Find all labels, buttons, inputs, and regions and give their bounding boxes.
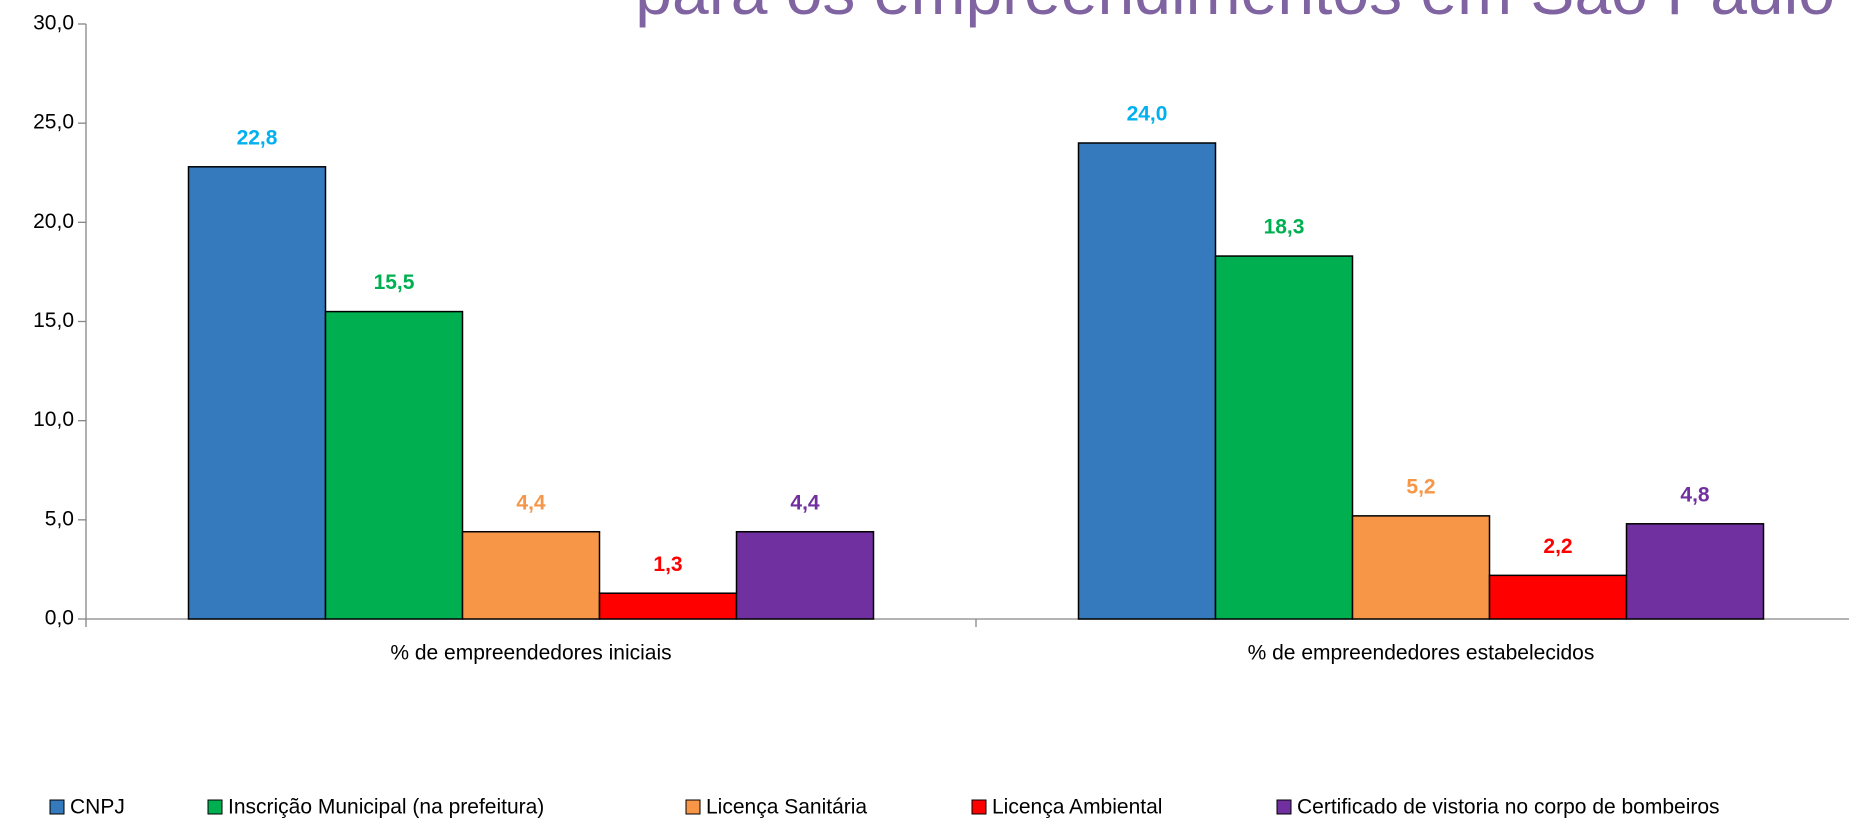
y-tick-label: 15,0 xyxy=(33,309,74,332)
bar xyxy=(187,166,327,620)
y-tick-label: 5,0 xyxy=(45,507,74,530)
value-label: 4,8 xyxy=(1680,483,1710,506)
bar xyxy=(1625,523,1765,620)
bar xyxy=(461,530,601,620)
bar xyxy=(324,310,464,620)
value-label: 15,5 xyxy=(374,271,415,294)
bar xyxy=(598,592,738,620)
value-label: 1,3 xyxy=(653,553,682,576)
legend-label: Inscrição Municipal (na prefeitura) xyxy=(228,796,544,819)
chart-title: para os empreendimentos em São Paulo xyxy=(635,0,1835,28)
x-tick-label: % de empreendedores iniciais xyxy=(390,642,671,665)
value-label: 18,3 xyxy=(1264,216,1305,239)
legend-label: CNPJ xyxy=(70,796,125,819)
value-label: 4,4 xyxy=(516,491,546,514)
legend-swatch xyxy=(971,799,987,815)
y-tick-label: 30,0 xyxy=(33,12,74,35)
value-label: 2,2 xyxy=(1543,535,1572,558)
legend-label: Licença Ambiental xyxy=(992,796,1162,819)
bar xyxy=(1488,574,1628,620)
y-tick-label: 25,0 xyxy=(33,111,74,134)
y-tick-label: 10,0 xyxy=(33,408,74,431)
bar xyxy=(1214,255,1354,620)
y-tick-label: 20,0 xyxy=(33,210,74,233)
value-label: 5,2 xyxy=(1406,475,1435,498)
legend-swatch xyxy=(49,799,65,815)
legend-label: Certificado de vistoria no corpo de bomb… xyxy=(1297,796,1720,819)
value-label: 4,4 xyxy=(790,491,820,514)
legend-swatch xyxy=(685,799,701,815)
legend-swatch xyxy=(207,799,223,815)
bar xyxy=(1351,515,1491,620)
value-label: 24,0 xyxy=(1127,103,1168,126)
x-tick-label: % de empreendedores estabelecidos xyxy=(1248,642,1595,665)
y-tick-label: 0,0 xyxy=(45,607,74,630)
legend-label: Licença Sanitária xyxy=(706,796,867,819)
legend-swatch xyxy=(1276,799,1292,815)
bar xyxy=(1077,142,1217,620)
value-label: 22,8 xyxy=(237,126,278,149)
bar xyxy=(735,530,875,620)
